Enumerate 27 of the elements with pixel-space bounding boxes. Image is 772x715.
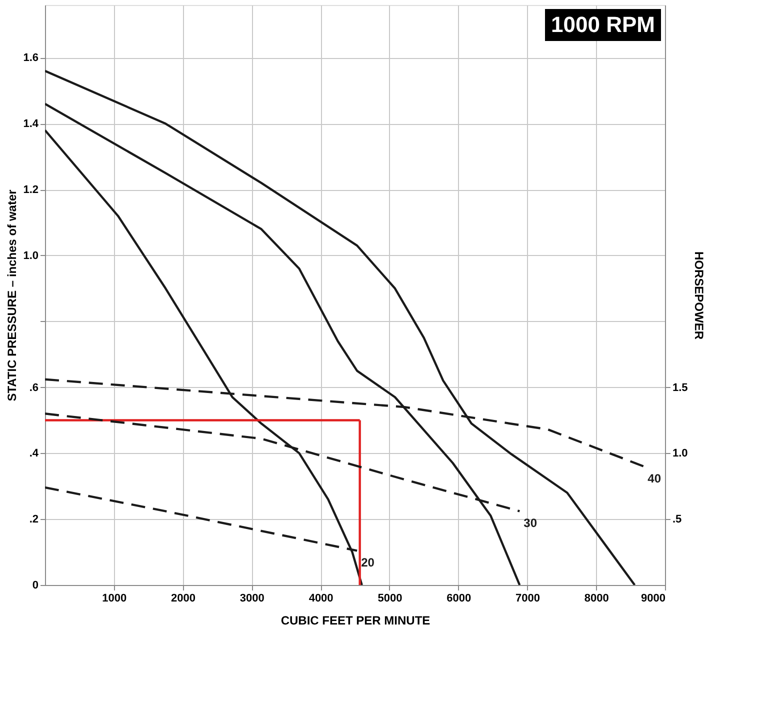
y-tick-label: .6: [29, 382, 38, 394]
y-tick-label: 1.4: [23, 118, 40, 130]
x-tick-label: 5000: [378, 592, 402, 604]
y-tick-label: 0: [32, 580, 38, 592]
y2-tick-label: .5: [672, 514, 682, 526]
y2-tick-label: 1.0: [672, 448, 688, 460]
y-tick-label: .2: [29, 514, 38, 526]
y2-tick-label: 1.5: [672, 382, 688, 394]
x-tick-label: 7000: [515, 592, 540, 604]
x-tick-label: 3000: [240, 592, 264, 604]
x-tick-label: 1000: [102, 592, 127, 604]
x-tick-label: 6000: [446, 592, 472, 604]
y2-axis-title: HORSEPOWER: [692, 251, 706, 340]
series-label: 30: [524, 516, 538, 530]
series-label: 40: [648, 471, 662, 486]
x-axis-title: CUBIC FEET PER MINUTE: [280, 614, 430, 628]
x-tick-label: 8000: [584, 592, 609, 604]
series-label: 20: [361, 556, 375, 570]
y-tick-label: 1.2: [23, 184, 38, 196]
y-tick-label: 1.6: [23, 52, 38, 64]
y-tick-label: 1.0: [23, 250, 38, 262]
y-axis-title: STATIC PRESSURE – inches of water: [5, 189, 20, 402]
x-tick-label: 2000: [171, 592, 196, 604]
y-tick-label: .4: [29, 448, 40, 460]
x-tick-label: 9000: [641, 592, 666, 604]
chart-title: 1000 RPM: [551, 12, 655, 37]
x-tick-label: 4000: [308, 592, 334, 604]
